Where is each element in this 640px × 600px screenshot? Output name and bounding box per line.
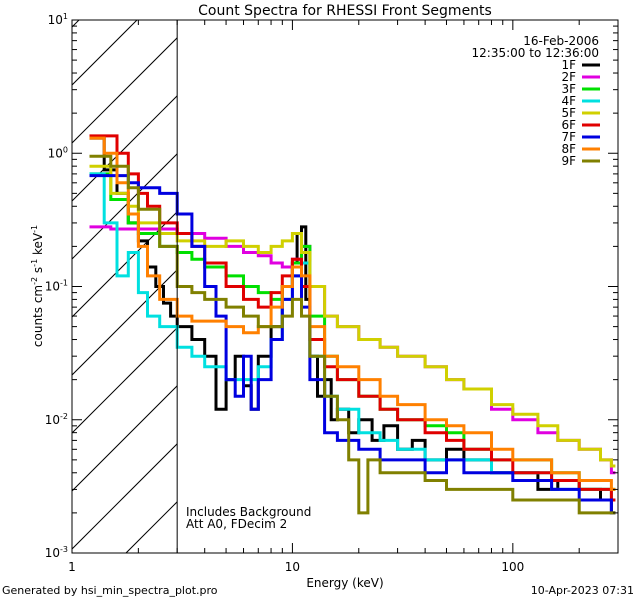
note-background: Includes Background (186, 505, 311, 519)
hatch-line (532, 0, 640, 553)
legend-label-3F: 3F (561, 82, 576, 96)
y-tick-label: 100 (48, 145, 68, 160)
chart-title: Count Spectra for RHESSI Front Segments (198, 3, 492, 19)
x-tick-labels: 1 10 100 (68, 560, 524, 574)
axis-ticks (71, 19, 619, 554)
hatch-line (590, 0, 640, 553)
legend-label-8F: 8F (561, 142, 576, 156)
hatch-line (474, 0, 640, 553)
hatch-line (72, 211, 178, 318)
y-tick-label: 10-1 (45, 279, 68, 294)
hatch-line (0, 0, 30, 553)
date-label: 16-Feb-2006 (523, 34, 599, 48)
series-line-6F (89, 134, 616, 502)
x-tick-label: 100 (501, 560, 524, 574)
legend-label-7F: 7F (561, 130, 576, 144)
legend-label-6F: 6F (561, 118, 576, 132)
legend-label-1F: 1F (561, 58, 576, 72)
hatch-line (72, 327, 178, 434)
legend-label-2F: 2F (561, 70, 576, 84)
hatch-line (72, 385, 178, 492)
hatch-line (72, 443, 178, 550)
note-attenuator: Att A0, FDecim 2 (186, 517, 287, 531)
render-timestamp: 10-Apr-2023 07:31 (530, 584, 634, 597)
y-tick-label: 10-2 (45, 412, 68, 427)
hatch-line (72, 37, 178, 144)
hatch-line (300, 0, 640, 553)
attenuated-region-hatch (0, 0, 640, 553)
series-line-8F (89, 136, 616, 491)
legend-label-4F: 4F (561, 94, 576, 108)
series-line-1F (89, 136, 616, 515)
series-layer (89, 134, 616, 515)
time-range-label: 12:35:00 to 12:36:00 (472, 46, 599, 60)
y-tick-label: 10-3 (45, 545, 68, 560)
x-axis-label: Energy (keV) (306, 576, 383, 590)
hatch-line (416, 0, 640, 553)
generated-by-text: Generated by hsi_min_spectra_plot.pro (2, 584, 218, 597)
hatch-line (72, 20, 138, 86)
hatch-line (72, 153, 178, 260)
x-tick-label: 10 (285, 560, 300, 574)
y-axis-label: counts cm-2 s-1 keV-1 (30, 225, 45, 347)
series-line-2F (89, 225, 616, 475)
x-tick-label: 1 (68, 560, 76, 574)
hatch-line (358, 0, 640, 553)
legend-label-5F: 5F (561, 106, 576, 120)
series-line-7F (89, 174, 616, 515)
legend-label-9F: 9F (561, 154, 576, 168)
y-tick-label: 101 (48, 12, 68, 27)
y-tick-labels: 101 100 10-1 10-2 10-3 (45, 12, 68, 560)
series-line-5F (89, 164, 616, 468)
